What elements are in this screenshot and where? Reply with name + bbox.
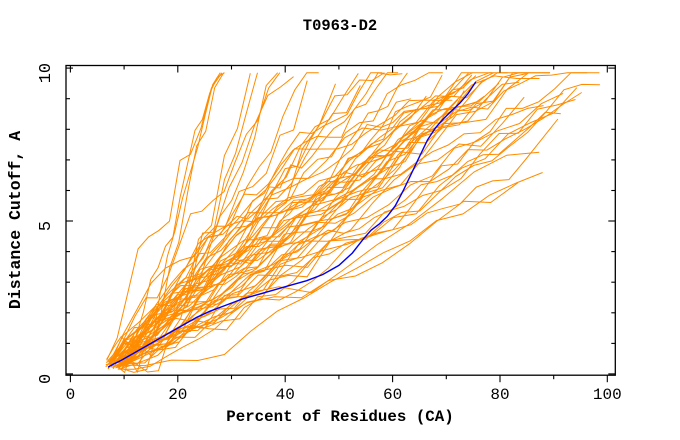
svg-text:40: 40 — [276, 386, 295, 404]
svg-text:80: 80 — [490, 386, 509, 404]
svg-text:5: 5 — [37, 221, 56, 231]
svg-text:0: 0 — [37, 374, 56, 384]
svg-text:Percent of Residues (CA): Percent of Residues (CA) — [226, 408, 454, 426]
svg-text:20: 20 — [168, 386, 187, 404]
svg-text:T0963-D2: T0963-D2 — [303, 17, 377, 35]
svg-text:Distance Cutoff, A: Distance Cutoff, A — [6, 131, 25, 309]
svg-text:100: 100 — [593, 386, 622, 404]
svg-text:10: 10 — [37, 63, 56, 83]
svg-text:0: 0 — [66, 386, 76, 404]
svg-text:60: 60 — [383, 386, 402, 404]
